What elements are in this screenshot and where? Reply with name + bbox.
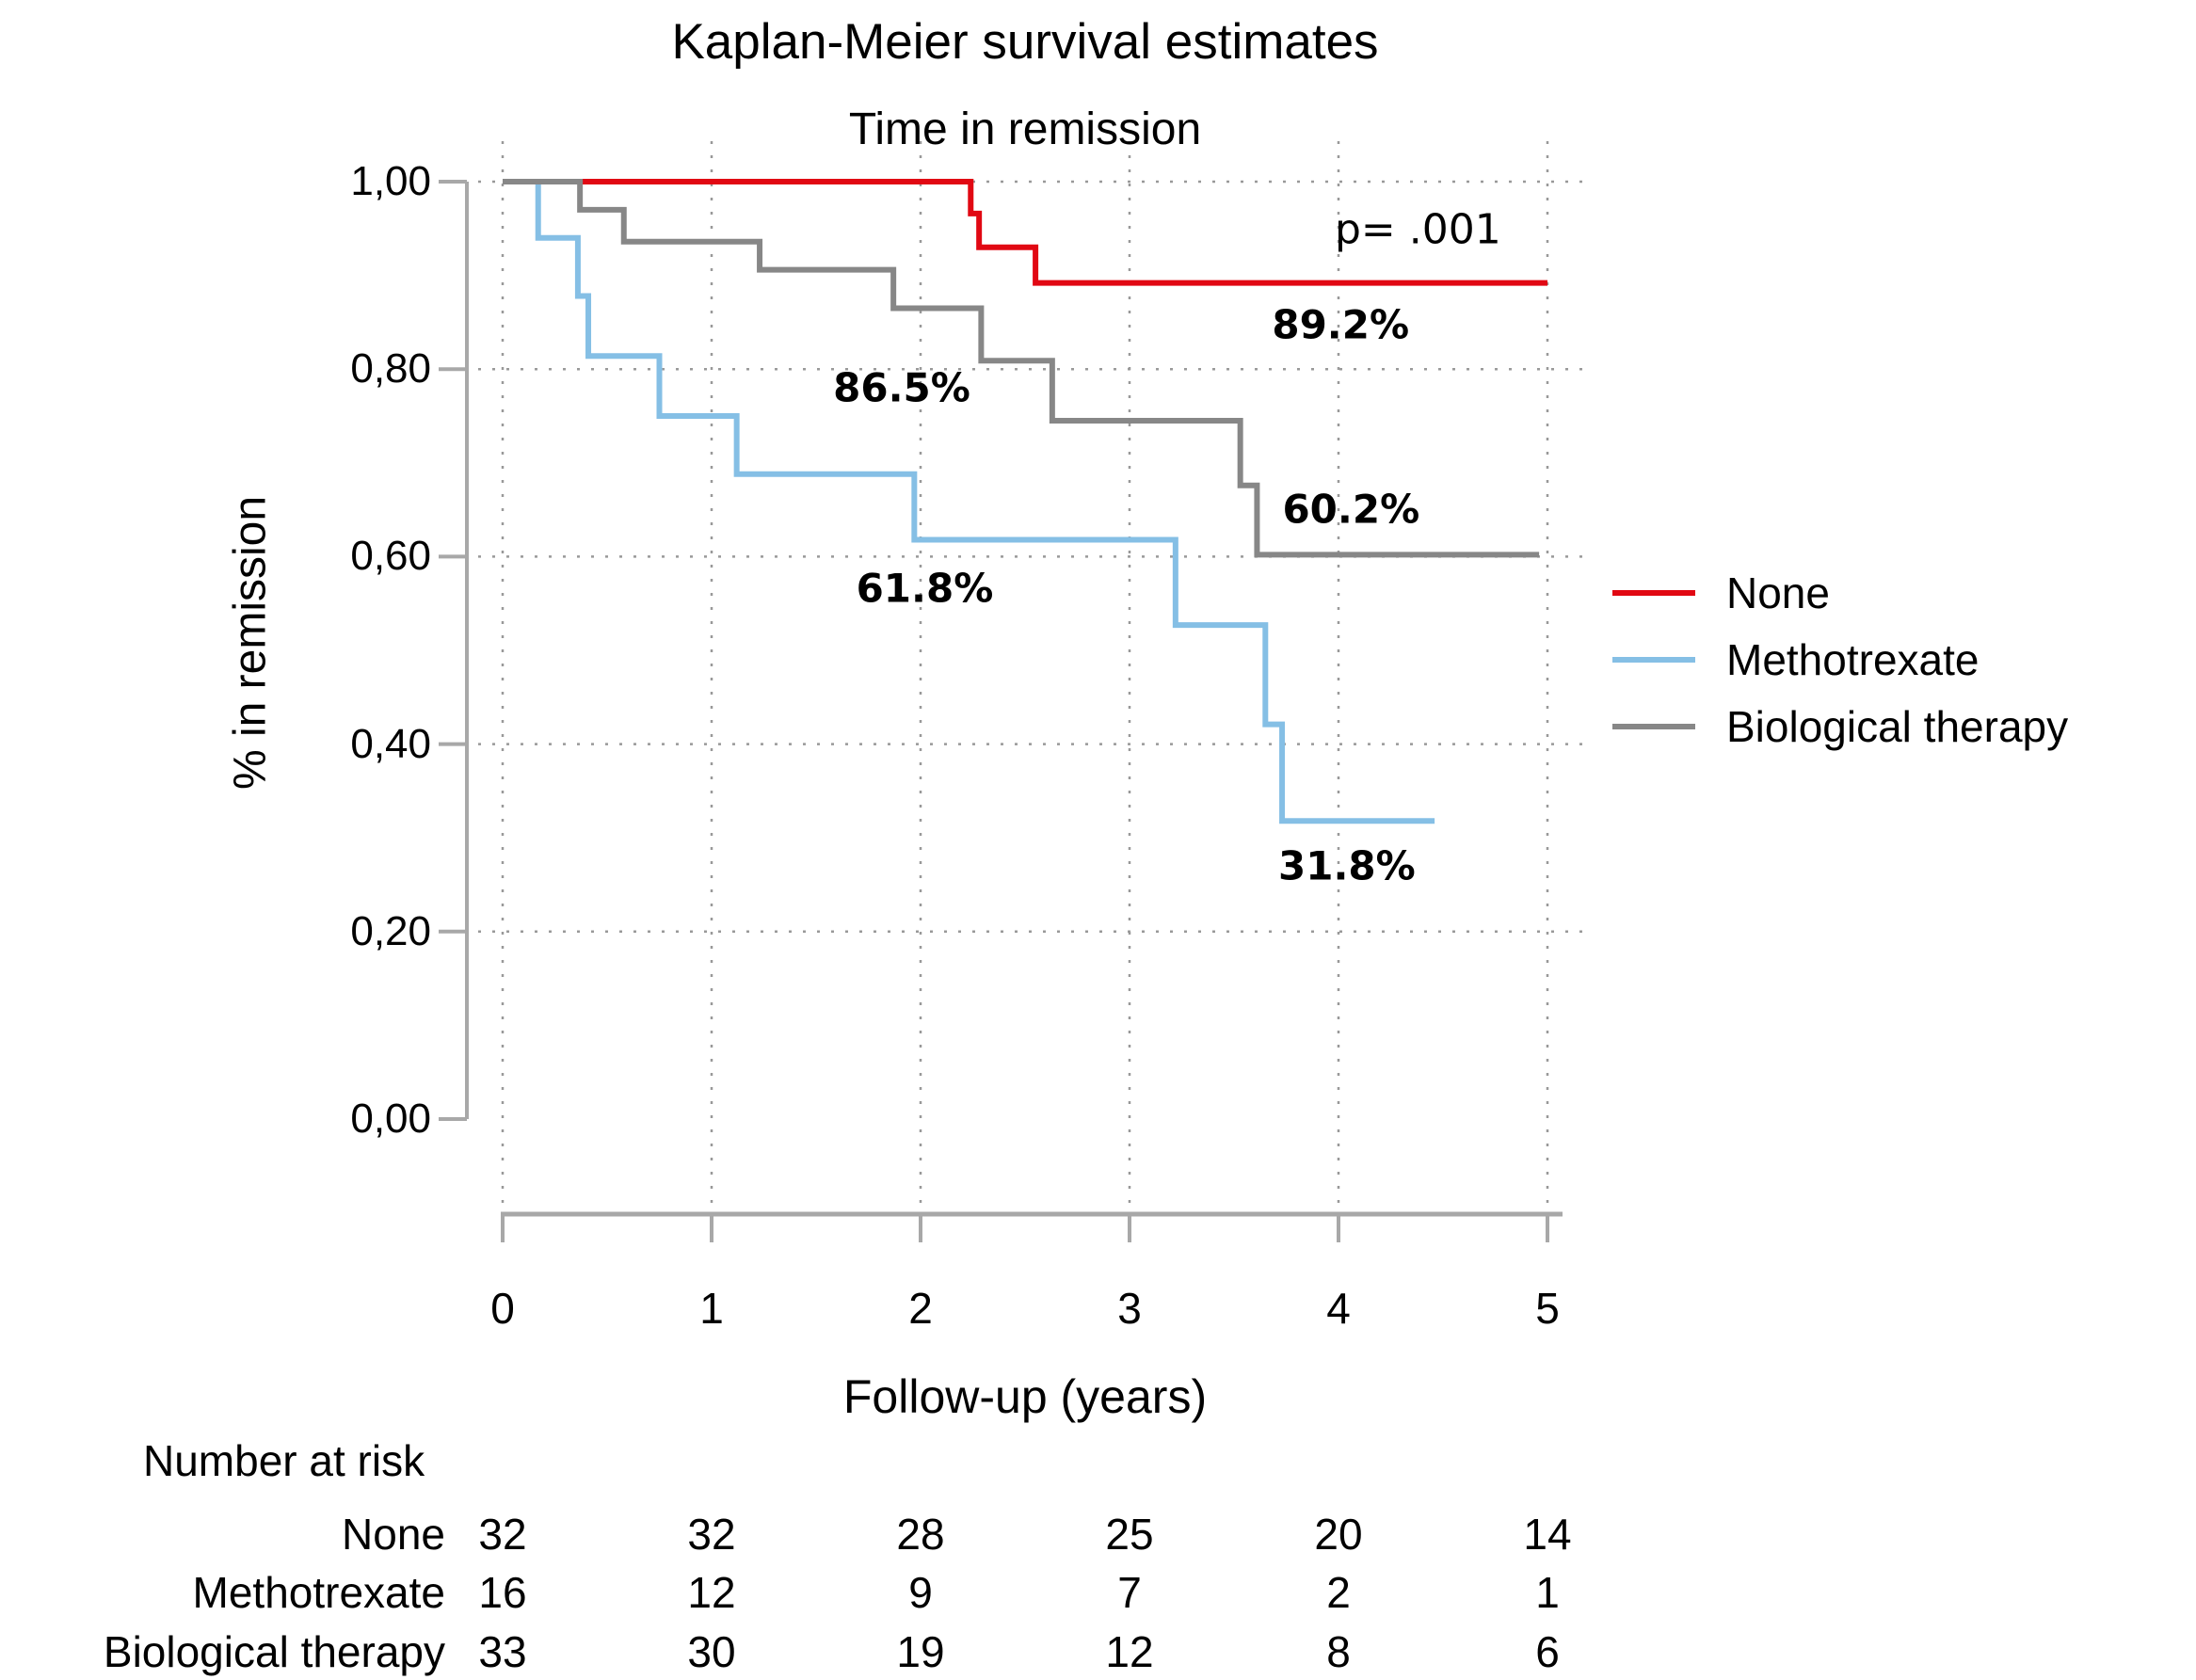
chart-title: Kaplan-Meier survival estimates bbox=[671, 14, 1379, 70]
legend-row-biological-therapy: Biological therapy bbox=[1612, 693, 2068, 760]
chart-subtitle: Time in remission bbox=[848, 104, 1202, 154]
risk-value: 32 bbox=[687, 1510, 736, 1559]
legend-row-none: None bbox=[1612, 559, 2068, 626]
y-tick-label: 0,60 bbox=[350, 533, 431, 580]
risk-value: 1 bbox=[1535, 1568, 1560, 1617]
risk-row-label: Biological therapy bbox=[103, 1627, 445, 1676]
legend-label-none: None bbox=[1726, 568, 1830, 617]
risk-table-heading: Number at risk bbox=[143, 1436, 425, 1485]
x-axis-title: Follow-up (years) bbox=[842, 1370, 1208, 1423]
x-tick-label: 3 bbox=[1117, 1284, 1142, 1333]
risk-value: 16 bbox=[478, 1568, 527, 1617]
legend: None Methotrexate Biological therapy bbox=[1612, 559, 2068, 760]
methotrexate-line-swatch bbox=[1612, 656, 1695, 663]
km-curve-biological-therapy bbox=[503, 179, 1540, 558]
risk-value: 20 bbox=[1314, 1510, 1363, 1559]
percent-annotation: 61.8% bbox=[856, 565, 994, 612]
risk-value: 32 bbox=[478, 1510, 527, 1559]
biological-therapy-line-swatch bbox=[1612, 723, 1695, 729]
y-tick-label: 0,00 bbox=[350, 1096, 431, 1142]
legend-label-methotrexate: Methotrexate bbox=[1726, 634, 1980, 684]
risk-value: 9 bbox=[908, 1568, 933, 1617]
risk-value: 28 bbox=[896, 1510, 945, 1559]
y-tick-label: 0,40 bbox=[350, 720, 431, 767]
p-value-label: p= .001 bbox=[1334, 205, 1501, 254]
legend-row-methotrexate: Methotrexate bbox=[1612, 626, 2068, 693]
percent-annotation: 60.2% bbox=[1282, 486, 1420, 533]
legend-label-biological-therapy: Biological therapy bbox=[1726, 701, 2069, 751]
none-line-swatch bbox=[1612, 589, 1695, 596]
risk-value: 6 bbox=[1535, 1627, 1560, 1676]
risk-value: 14 bbox=[1523, 1510, 1572, 1559]
x-tick-label: 2 bbox=[908, 1284, 933, 1333]
risk-row-label: Methotrexate bbox=[192, 1568, 445, 1617]
y-tick-label: 1,00 bbox=[350, 158, 431, 204]
risk-value: 7 bbox=[1117, 1568, 1142, 1617]
percent-annotation: 31.8% bbox=[1278, 842, 1416, 889]
x-tick-label: 5 bbox=[1535, 1284, 1560, 1333]
risk-value: 33 bbox=[478, 1627, 527, 1676]
percent-annotation: 86.5% bbox=[833, 364, 970, 411]
y-tick-label: 0,80 bbox=[350, 345, 431, 392]
km-curve-none bbox=[503, 179, 1547, 286]
x-tick-label: 1 bbox=[699, 1284, 724, 1333]
risk-value: 2 bbox=[1326, 1568, 1351, 1617]
km-curve-methotrexate bbox=[503, 179, 1435, 824]
x-tick-label: 0 bbox=[490, 1284, 515, 1333]
risk-value: 12 bbox=[1105, 1627, 1154, 1676]
risk-value: 19 bbox=[896, 1627, 945, 1676]
y-tick-label: 0,20 bbox=[350, 907, 431, 954]
risk-value: 12 bbox=[687, 1568, 736, 1617]
x-tick-label: 4 bbox=[1326, 1284, 1351, 1333]
risk-value: 30 bbox=[687, 1627, 736, 1676]
risk-value: 25 bbox=[1105, 1510, 1154, 1559]
risk-value: 8 bbox=[1326, 1627, 1351, 1676]
percent-annotation: 89.2% bbox=[1272, 301, 1410, 348]
risk-row-label: None bbox=[342, 1510, 445, 1559]
